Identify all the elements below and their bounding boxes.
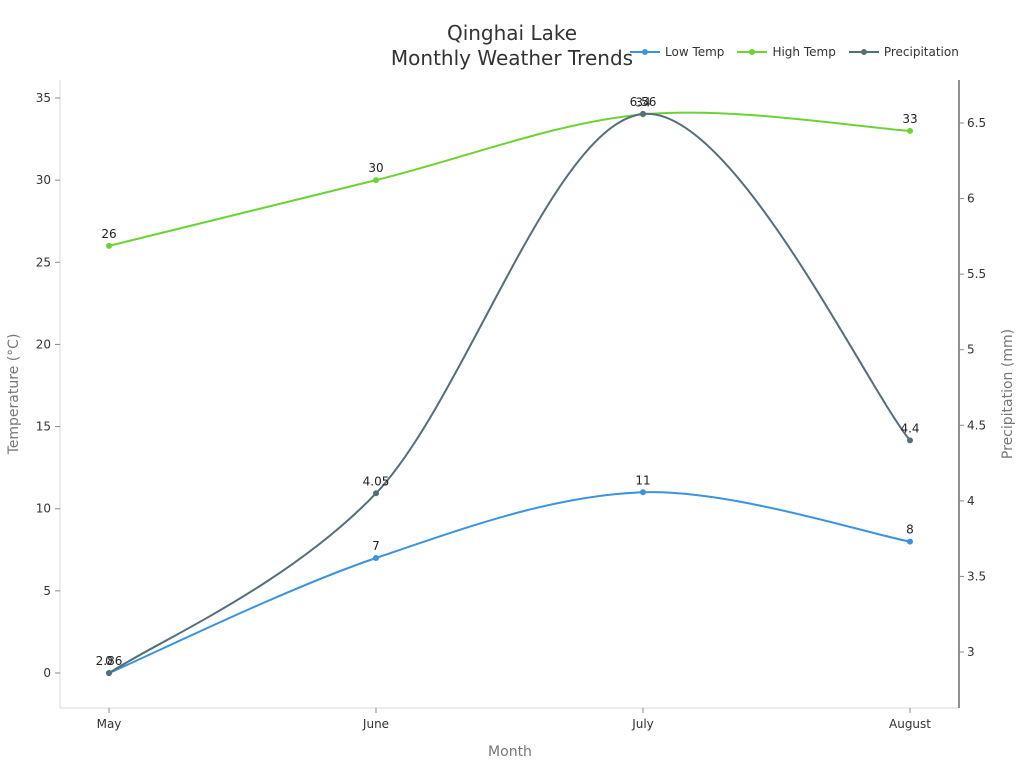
legend: Low Temp High Temp Precipitation xyxy=(630,45,972,59)
data-label-low-temp: 0 xyxy=(105,654,113,668)
series-line-low-temp xyxy=(108,491,911,674)
y-tick-label: 30 xyxy=(36,173,51,187)
y2-tick-label: 3 xyxy=(967,645,975,659)
y-tick-label: 5 xyxy=(43,584,51,598)
x-tick-label: June xyxy=(362,717,389,731)
data-point-low-temp[interactable] xyxy=(907,538,913,545)
y-axis-title: Temperature (°C) xyxy=(6,334,22,456)
legend-swatch-high-temp xyxy=(737,49,768,55)
legend-swatch-low-temp xyxy=(630,49,660,55)
data-point-precipitation[interactable] xyxy=(907,437,913,444)
y2-tick-label: 4 xyxy=(967,494,975,508)
x-tick-label: July xyxy=(631,717,654,731)
data-point-high-temp[interactable] xyxy=(907,127,913,134)
data-point-high-temp[interactable] xyxy=(373,177,379,184)
data-labels: 0 7 11 8 26 30 34 33 2.86 4.05 6.56 4.4 xyxy=(96,95,920,668)
chart-title-line-1: Qinghai Lake xyxy=(446,21,578,45)
y2-tick-label: 4.5 xyxy=(967,418,986,432)
x-tick-label: May xyxy=(97,717,122,731)
data-point-precipitation[interactable] xyxy=(640,110,646,117)
data-label-high-temp: 26 xyxy=(101,227,116,241)
y2-tick-label: 5.5 xyxy=(967,267,986,281)
data-label-low-temp: 11 xyxy=(635,473,650,487)
data-label-precipitation: 2.86 xyxy=(96,654,123,668)
data-label-high-temp: 30 xyxy=(368,161,383,175)
data-point-high-temp[interactable] xyxy=(106,242,112,249)
y-tick-label: 20 xyxy=(36,337,51,351)
y-tick-label: 15 xyxy=(36,420,51,434)
data-label-precipitation: 4.4 xyxy=(900,421,919,435)
y2-tick-label: 6 xyxy=(967,192,975,206)
series-line-precipitation xyxy=(108,112,911,674)
y-tick-label: 25 xyxy=(36,255,51,269)
data-point-low-temp[interactable] xyxy=(640,489,646,496)
series-line-high-temp xyxy=(108,111,911,247)
axes: 0 5 10 15 20 25 30 35 3 3.5 4 4.5 5 5.5 6 6.5 May June Jul… xyxy=(6,80,1016,760)
data-label-low-temp: 8 xyxy=(906,523,914,537)
legend-label-precipitation: Precipitation xyxy=(883,45,959,59)
y-tick-label: 0 xyxy=(43,666,51,680)
legend-label-low-temp: Low Temp xyxy=(665,45,725,59)
data-label-high-temp: 34 xyxy=(635,95,650,109)
chart-title-line-2: Monthly Weather Trends xyxy=(390,46,634,70)
legend-item-high-temp[interactable]: High Temp xyxy=(737,45,836,59)
legend-item-precipitation[interactable]: Precipitation xyxy=(848,45,959,59)
legend-swatch-precipitation xyxy=(848,49,879,55)
series-lines xyxy=(106,110,913,677)
y-tick-label: 35 xyxy=(36,91,51,105)
y2-tick-label: 3.5 xyxy=(967,569,986,583)
data-label-high-temp: 33 xyxy=(902,112,917,126)
data-point-precipitation[interactable] xyxy=(373,490,379,497)
y2-tick-label: 5 xyxy=(967,343,975,357)
y2-tick-label: 6.5 xyxy=(967,116,986,130)
legend-item-low-temp[interactable]: Low Temp xyxy=(630,45,724,59)
x-tick-label: August xyxy=(889,717,931,731)
data-point-low-temp[interactable] xyxy=(373,555,379,561)
x-axis-title: Month xyxy=(488,744,532,760)
data-label-low-temp: 7 xyxy=(372,539,380,553)
y-tick-label: 10 xyxy=(36,502,51,516)
y2-axis-title: Precipitation (mm) xyxy=(1000,329,1016,459)
legend-label-high-temp: High Temp xyxy=(772,45,836,59)
data-label-precipitation: 4.05 xyxy=(363,474,390,488)
data-label-precipitation: 6.56 xyxy=(630,95,657,109)
data-point-precipitation[interactable] xyxy=(106,670,112,677)
